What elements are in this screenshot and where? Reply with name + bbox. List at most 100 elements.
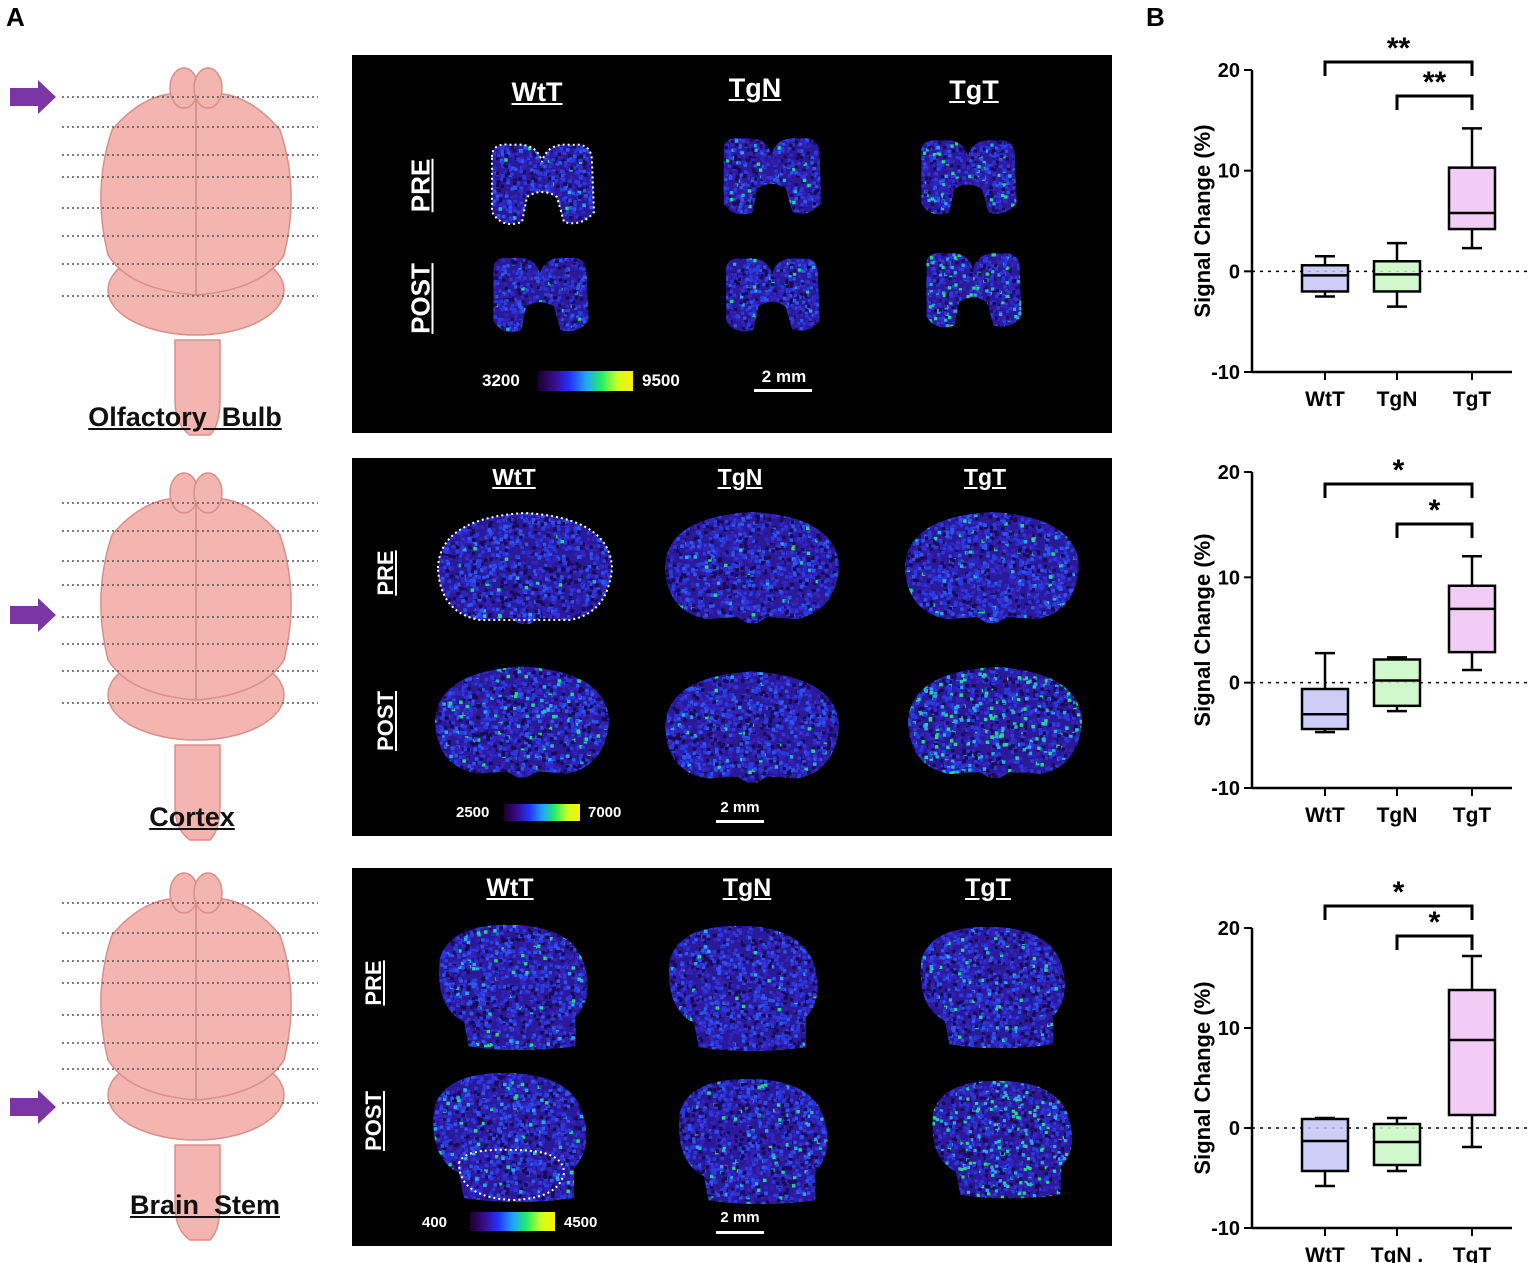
scan-voxel xyxy=(566,330,570,332)
scan-voxel xyxy=(508,140,512,144)
scan-voxel xyxy=(952,185,957,189)
scan-voxel xyxy=(817,310,820,314)
scan-voxel xyxy=(945,294,949,298)
scan-voxel xyxy=(570,321,574,325)
scan-voxel xyxy=(1008,188,1013,192)
scan-voxel xyxy=(1020,162,1023,165)
scan-voxel xyxy=(719,174,722,177)
section-arrow xyxy=(10,1090,56,1124)
scan-voxel xyxy=(515,138,519,142)
scan-voxel xyxy=(770,198,774,203)
scan-voxel xyxy=(717,284,720,287)
scan-voxel xyxy=(799,205,803,210)
scan-voxel xyxy=(501,305,505,309)
scan-voxel xyxy=(742,272,746,276)
scan-voxel xyxy=(816,219,819,222)
scan-voxel xyxy=(526,144,530,145)
scan-voxel xyxy=(561,169,565,173)
scan-voxel xyxy=(734,139,739,143)
scan-voxel xyxy=(816,193,820,197)
scan-voxel xyxy=(547,335,550,338)
scan-voxel xyxy=(775,176,779,180)
scan-voxel xyxy=(545,202,549,207)
scan-voxel xyxy=(506,264,510,268)
scan-voxel xyxy=(820,185,822,190)
scan-voxel xyxy=(729,305,733,309)
scan-voxel xyxy=(921,206,922,210)
scan-voxel xyxy=(965,140,970,142)
scan-voxel xyxy=(947,184,951,189)
scan-voxel xyxy=(766,141,770,145)
scan-voxel xyxy=(965,218,968,221)
scan-voxel xyxy=(775,303,779,307)
scan-voxel xyxy=(547,293,551,297)
scan-voxel xyxy=(821,334,824,337)
scan-voxel xyxy=(988,253,992,254)
scan-voxel xyxy=(543,295,548,300)
scan-voxel xyxy=(819,143,822,147)
scan-voxel xyxy=(1014,275,1018,280)
scan-voxel xyxy=(789,152,793,157)
scan-voxel xyxy=(769,325,773,329)
scan-voxel xyxy=(507,226,511,230)
scan-voxel xyxy=(589,325,592,328)
scan-voxel xyxy=(1003,264,1007,269)
scan-voxel xyxy=(556,279,560,283)
scan-voxel xyxy=(500,149,504,154)
scan-voxel xyxy=(485,142,489,146)
scan-voxel xyxy=(815,338,818,340)
scan-voxel xyxy=(995,183,999,188)
scan-voxel xyxy=(569,166,574,170)
scan-voxel xyxy=(737,208,741,212)
scan-voxel xyxy=(597,207,601,211)
scan-voxel xyxy=(794,216,797,219)
scan-voxel xyxy=(926,281,927,286)
scan-voxel xyxy=(823,155,826,158)
scan-voxel xyxy=(743,285,747,290)
scan-voxel xyxy=(972,152,976,156)
scan-voxel xyxy=(771,304,775,308)
scan-voxel xyxy=(532,312,536,316)
scan-voxel xyxy=(757,206,762,210)
scan-voxel xyxy=(527,211,531,216)
scan-voxel xyxy=(582,203,586,208)
scan-voxel xyxy=(598,143,602,147)
scan-voxel xyxy=(595,139,599,143)
scan-voxel xyxy=(486,308,489,311)
scan-voxel xyxy=(1015,297,1019,302)
scan-voxel xyxy=(601,179,602,183)
scan-voxel xyxy=(517,332,520,335)
scan-voxel xyxy=(823,221,826,224)
scan-voxel xyxy=(966,303,971,307)
scan-voxel xyxy=(519,169,524,174)
scan-voxel xyxy=(955,260,959,265)
scan-voxel xyxy=(752,158,756,163)
scan-voxel xyxy=(988,267,992,272)
scan-voxel xyxy=(823,186,826,189)
scan-voxel xyxy=(798,142,803,146)
scan-voxel xyxy=(915,138,918,141)
scan-voxel xyxy=(576,170,580,175)
scan-voxel xyxy=(547,322,552,326)
scan-voxel xyxy=(934,177,938,181)
scan-voxel xyxy=(1012,307,1017,311)
scan-voxel xyxy=(954,283,958,287)
scan-voxel xyxy=(1001,177,1005,181)
scan-voxel xyxy=(820,321,823,324)
scan-voxel xyxy=(594,302,596,305)
scan-voxel xyxy=(825,264,827,267)
scan-voxel xyxy=(744,284,749,289)
scan-voxel xyxy=(962,163,966,167)
scan-voxel xyxy=(953,329,956,332)
scan-voxel xyxy=(984,318,989,322)
scan-voxel xyxy=(557,335,560,338)
scan-voxel xyxy=(546,289,550,293)
scan-voxel xyxy=(797,268,801,272)
scan-voxel xyxy=(921,194,924,198)
scan-voxel xyxy=(1007,249,1010,252)
scan-voxel xyxy=(806,220,809,223)
scan-voxel xyxy=(1019,183,1022,186)
scan-voxel xyxy=(1011,319,1015,323)
scan-voxel xyxy=(792,277,796,281)
scan-voxel xyxy=(752,169,756,173)
